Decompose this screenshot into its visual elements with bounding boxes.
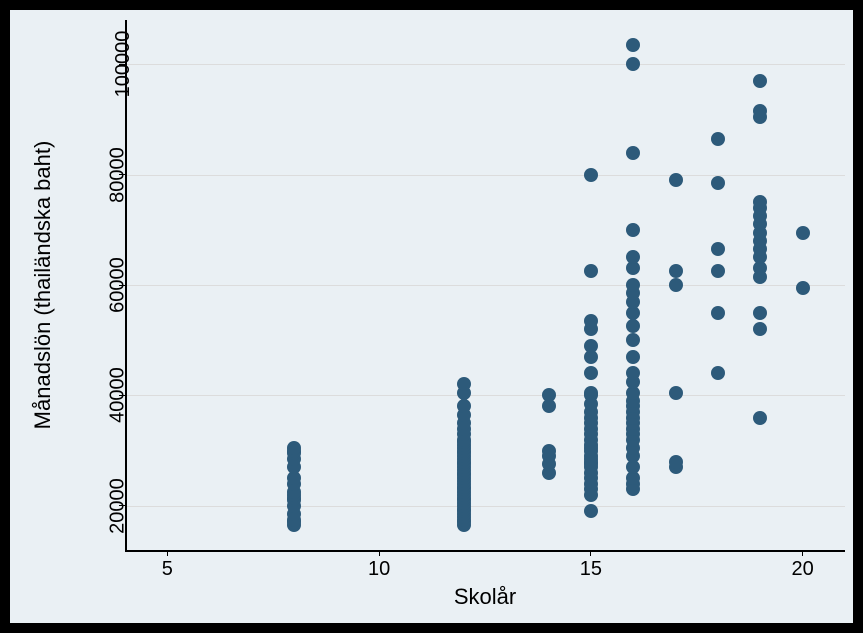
data-point <box>711 306 725 320</box>
data-point <box>626 366 640 380</box>
y-axis-title: Månadslön (thailändska baht) <box>30 141 56 430</box>
y-tick-label: 40000 <box>106 368 129 424</box>
data-point <box>669 278 683 292</box>
x-tick-label: 15 <box>580 558 602 581</box>
data-point <box>669 173 683 187</box>
data-point <box>584 168 598 182</box>
data-point <box>626 223 640 237</box>
y-tick-label: 60000 <box>106 257 129 313</box>
data-point <box>457 399 471 413</box>
data-point <box>711 264 725 278</box>
data-point <box>711 132 725 146</box>
data-point <box>753 306 767 320</box>
data-point <box>626 333 640 347</box>
plot-background <box>10 10 853 623</box>
data-point <box>753 411 767 425</box>
data-point <box>626 278 640 292</box>
data-point <box>753 195 767 209</box>
data-point <box>711 366 725 380</box>
data-point <box>669 386 683 400</box>
data-point <box>584 366 598 380</box>
data-point <box>584 504 598 518</box>
data-point <box>711 176 725 190</box>
data-point <box>626 146 640 160</box>
data-point <box>753 104 767 118</box>
y-tick-label: 100000 <box>112 31 135 98</box>
y-tick-label: 20000 <box>106 478 129 534</box>
y-tick-label: 80000 <box>106 147 129 203</box>
data-point <box>584 339 598 353</box>
data-point <box>753 74 767 88</box>
data-point <box>626 350 640 364</box>
data-point <box>711 242 725 256</box>
chart-frame: 5 10 15 20 20000 40000 60000 80000 100000 Skolå… <box>0 0 863 633</box>
data-point <box>626 38 640 52</box>
data-point <box>457 377 471 391</box>
data-point <box>542 444 556 458</box>
data-point <box>796 281 810 295</box>
x-axis-title: Skolår <box>454 584 516 610</box>
data-point <box>626 319 640 333</box>
data-point <box>542 388 556 402</box>
data-point <box>669 455 683 469</box>
data-point <box>626 250 640 264</box>
data-point <box>753 322 767 336</box>
data-point <box>584 264 598 278</box>
x-tick-label: 20 <box>792 558 814 581</box>
data-point <box>584 386 598 400</box>
data-point <box>584 314 598 328</box>
data-point <box>287 441 301 455</box>
data-point <box>669 264 683 278</box>
x-tick-label: 10 <box>368 558 390 581</box>
x-tick-label: 5 <box>162 558 173 581</box>
data-point <box>796 226 810 240</box>
data-point <box>626 57 640 71</box>
